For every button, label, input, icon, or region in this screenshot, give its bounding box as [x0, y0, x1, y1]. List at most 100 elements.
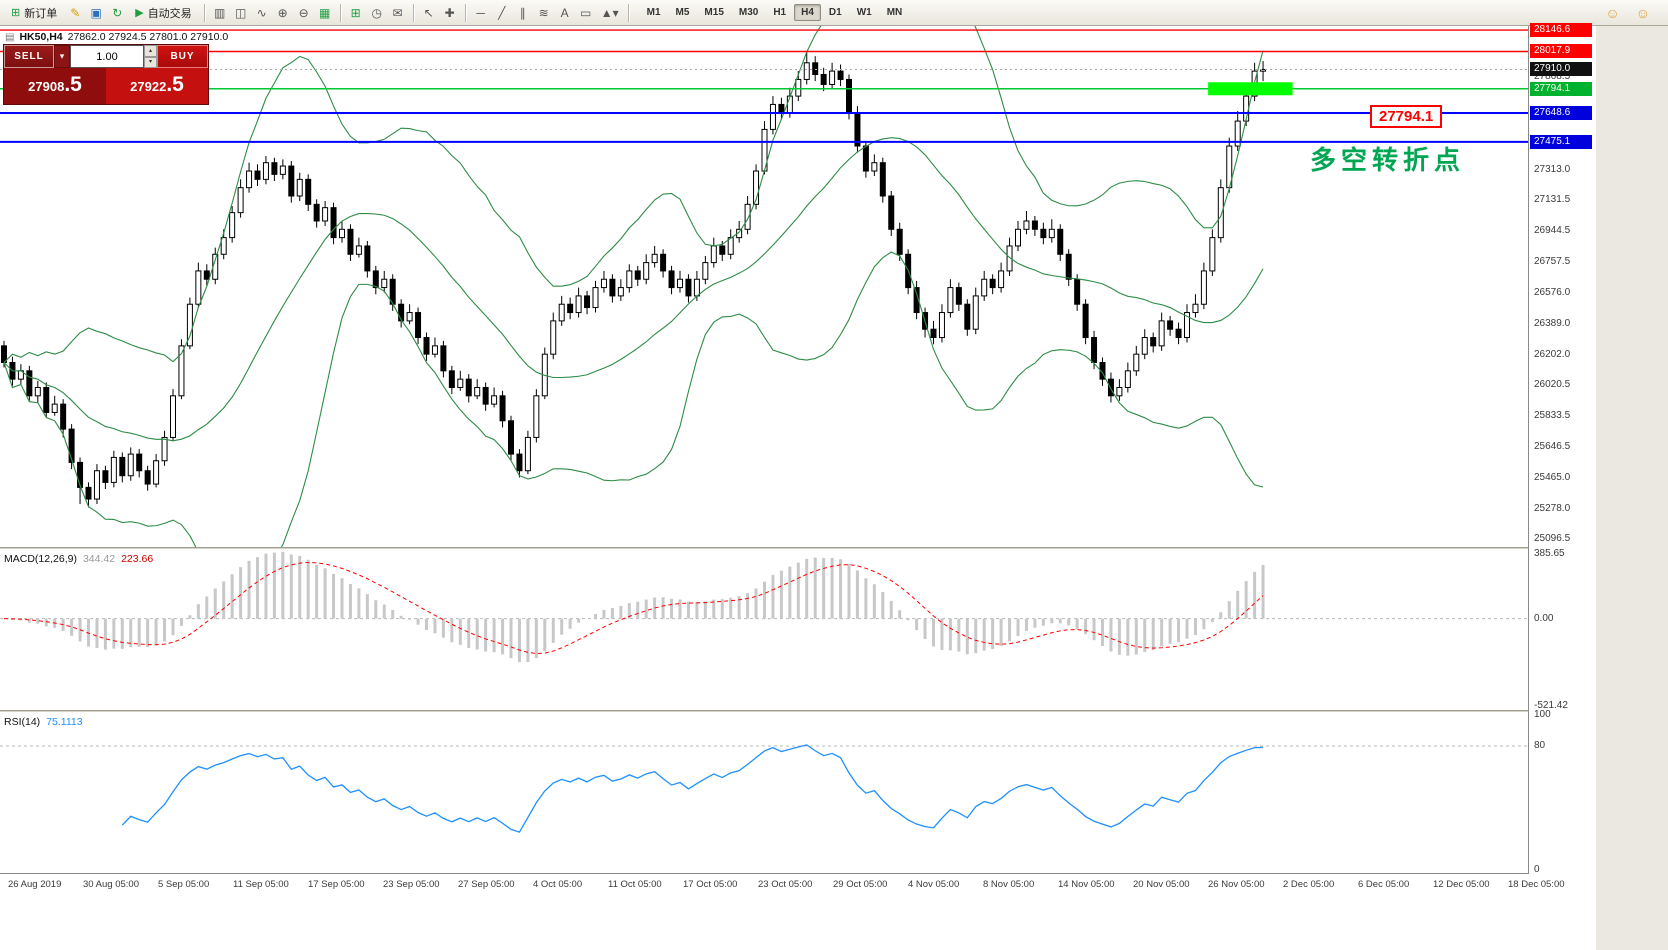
panel-splitter[interactable] — [0, 547, 1596, 550]
rsi-axis-label: 80 — [1534, 740, 1546, 751]
rsi-axis-label: 0 — [1534, 864, 1540, 875]
new-order-label: 新订单 — [24, 7, 58, 20]
line-chart-button[interactable]: ∿ — [252, 3, 272, 23]
refresh-button[interactable]: ↻ — [107, 3, 127, 23]
metaeditor-icon: ✎ — [70, 5, 81, 20]
volume-down-button[interactable]: ▾ — [144, 56, 157, 68]
shapes-button[interactable]: ▲ ▾ — [597, 3, 623, 23]
timeframe-mn[interactable]: MN — [880, 4, 910, 21]
time-axis-label: 27 Sep 05:00 — [458, 879, 515, 890]
price-axis-tick: 27868.5 — [1534, 71, 1571, 82]
toolbar-separator — [627, 3, 629, 22]
timeframe-h4[interactable]: H4 — [794, 4, 821, 21]
toolbar-separator — [339, 3, 341, 22]
turning-point-annotation[interactable]: 多空转折点 — [1310, 145, 1466, 175]
price-chart-canvas[interactable] — [0, 26, 1528, 547]
smiley-icon: ☺ — [1635, 4, 1650, 21]
price-axis-tag: 27475.1 — [1530, 135, 1592, 149]
price-axis-tick: 26944.5 — [1534, 225, 1571, 236]
timeframe-w1[interactable]: W1 — [850, 4, 879, 21]
clock-icon: ◷ — [371, 5, 382, 20]
candlestick-icon: ◫ — [235, 5, 247, 20]
refresh-icon: ↻ — [112, 5, 123, 20]
trendline-icon: ╱ — [498, 5, 506, 20]
buy-price-pips: .5 — [166, 73, 184, 96]
timeframe-m1[interactable]: M1 — [640, 4, 668, 21]
fibonacci-button[interactable]: ≋ — [534, 3, 554, 23]
zoom-out-button[interactable]: ⊖ — [294, 3, 314, 23]
time-axis-label: 30 Aug 05:00 — [83, 879, 139, 890]
chart-ohlc-values: 27862.0 27924.5 27801.0 27910.0 — [67, 31, 229, 43]
chevron-down-icon: ▾ — [612, 5, 619, 20]
time-axis-label: 29 Oct 05:00 — [833, 879, 888, 890]
timeframe-m5[interactable]: M5 — [669, 4, 697, 21]
text-tool-button[interactable]: A — [555, 3, 575, 23]
macd-canvas[interactable] — [0, 550, 1528, 710]
price-axis-tag: 27910.0 — [1530, 62, 1592, 76]
mail-button[interactable]: ✉ — [388, 3, 408, 23]
horizontal-line-button[interactable]: ─ — [471, 3, 491, 23]
chart-title: ▤ HK50,H4 27862.0 27924.5 27801.0 27910.… — [5, 31, 228, 43]
rsi-canvas[interactable] — [0, 713, 1528, 873]
price-axis[interactable]: 27868.5 27313.0 27131.5 26944.5 26757.5 26576… — [1528, 23, 1596, 875]
time-axis-label: 4 Nov 05:00 — [908, 879, 960, 890]
candlestick-chart-button[interactable]: ◫ — [231, 3, 251, 23]
level-lines-layer — [0, 29, 1528, 143]
volume-dropdown-button[interactable]: ▾ — [54, 45, 70, 68]
new-chart-icon: ⊞ — [350, 5, 361, 20]
line-chart-icon: ∿ — [256, 5, 267, 20]
sell-price[interactable]: 27908 .5 — [4, 68, 106, 104]
timeframe-m15[interactable]: M15 — [697, 4, 730, 21]
autotrading-button[interactable]: ▶ 自动交易 — [128, 3, 198, 23]
price-axis-tag: 28017.9 — [1530, 44, 1592, 58]
macd-panel[interactable]: MACD(12,26,9) 344.42 223.66 — [0, 550, 1528, 710]
rsi-panel[interactable]: RSI(14) 75.1113 — [0, 713, 1528, 873]
macd-value-main: 344.42 — [82, 553, 116, 565]
metaeditor-button[interactable]: ✎ — [65, 3, 85, 23]
time-axis-label: 18 Dec 05:00 — [1508, 879, 1565, 890]
price-axis-tick: 25833.5 — [1534, 410, 1571, 421]
bollinger-bands-layer — [3, 26, 1264, 547]
price-chart-panel[interactable]: ▤ HK50,H4 27862.0 27924.5 27801.0 27910.… — [0, 26, 1528, 547]
buy-price[interactable]: 27922 .5 — [106, 68, 208, 104]
macd-signal-line — [3, 561, 1264, 655]
price-axis-tick: 26020.5 — [1534, 379, 1571, 390]
sell-button[interactable]: SELL — [4, 45, 54, 68]
community-button[interactable]: ☺ — [1601, 3, 1623, 23]
label-tool-button[interactable]: ▭ — [576, 3, 596, 23]
timeframe-m30[interactable]: M30 — [732, 4, 765, 21]
channel-icon: ∥ — [519, 5, 526, 20]
time-axis[interactable]: 26 Aug 2019 30 Aug 05:00 5 Sep 05:00 11 Sep… — [0, 873, 1596, 898]
crosshair-button[interactable]: ✚ — [440, 3, 460, 23]
new-order-button[interactable]: ⊞ 新订单 — [4, 3, 64, 23]
chart-symbol: HK50,H4 — [19, 31, 63, 43]
price-axis-tick: 26757.5 — [1534, 256, 1571, 267]
panel-splitter[interactable] — [0, 710, 1596, 713]
help-button[interactable]: ☺ — [1632, 3, 1654, 23]
time-axis-label: 23 Oct 05:00 — [758, 879, 813, 890]
new-chart-button[interactable]: ⊞ — [346, 3, 366, 23]
zoom-in-icon: ⊕ — [277, 5, 288, 20]
volume-up-button[interactable]: ▴ — [144, 45, 157, 57]
autotrading-play-icon: ▶ — [135, 7, 144, 19]
tile-windows-button[interactable]: ▦ — [315, 3, 335, 23]
chart-doc-icon: ▤ — [5, 31, 15, 43]
price-level-flag[interactable]: 27794.1 — [1370, 105, 1443, 128]
clock-button[interactable]: ◷ — [367, 3, 387, 23]
cursor-button[interactable]: ↖ — [419, 3, 439, 23]
timeframe-h1[interactable]: H1 — [766, 4, 793, 21]
crosshair-icon: ✚ — [444, 5, 455, 20]
buy-button[interactable]: BUY — [157, 45, 208, 68]
support-zone-rect[interactable] — [1208, 82, 1293, 96]
trendline-button[interactable]: ╱ — [492, 3, 512, 23]
mail-icon: ✉ — [392, 5, 403, 20]
price-axis-tick: 27313.0 — [1534, 164, 1571, 175]
price-axis-tag: 27794.1 — [1530, 82, 1592, 96]
bar-chart-button[interactable]: ▥ — [210, 3, 230, 23]
volume-input[interactable] — [70, 45, 144, 68]
time-axis-label: 5 Sep 05:00 — [158, 879, 210, 890]
terminal-button[interactable]: ▣ — [86, 3, 106, 23]
channel-button[interactable]: ∥ — [513, 3, 533, 23]
timeframe-d1[interactable]: D1 — [822, 4, 849, 21]
zoom-in-button[interactable]: ⊕ — [273, 3, 293, 23]
